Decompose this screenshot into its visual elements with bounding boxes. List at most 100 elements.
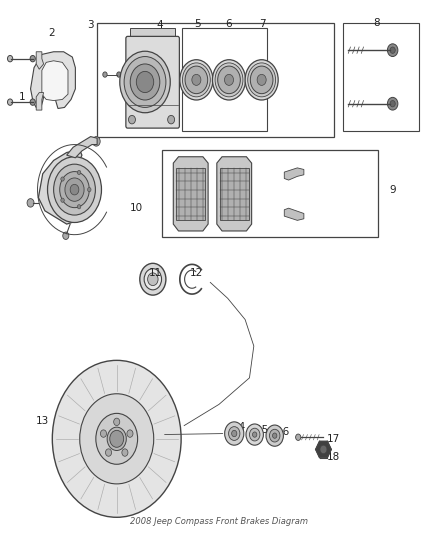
Circle shape (122, 449, 128, 456)
Circle shape (120, 51, 170, 113)
Circle shape (183, 63, 210, 97)
Circle shape (65, 178, 84, 201)
Circle shape (320, 445, 327, 454)
Circle shape (168, 115, 175, 124)
Circle shape (212, 60, 246, 100)
Polygon shape (36, 52, 44, 69)
Circle shape (130, 64, 160, 100)
Circle shape (60, 172, 89, 208)
Circle shape (80, 394, 154, 484)
Circle shape (63, 232, 69, 239)
Text: 18: 18 (326, 453, 339, 463)
Text: 2008 Jeep Compass Front Brakes Diagram: 2008 Jeep Compass Front Brakes Diagram (130, 516, 308, 526)
Circle shape (52, 360, 181, 518)
Text: 2: 2 (48, 28, 55, 38)
Circle shape (70, 184, 79, 195)
Polygon shape (284, 208, 304, 220)
Text: 16: 16 (277, 427, 290, 438)
Circle shape (30, 99, 35, 106)
Circle shape (246, 424, 263, 445)
Text: 6: 6 (226, 19, 232, 29)
Text: 11: 11 (149, 268, 162, 278)
Circle shape (127, 430, 133, 437)
Circle shape (107, 427, 126, 450)
Circle shape (47, 157, 102, 222)
Circle shape (266, 425, 283, 446)
Circle shape (114, 418, 120, 425)
Polygon shape (220, 168, 249, 220)
Polygon shape (39, 150, 82, 224)
Circle shape (27, 199, 34, 207)
FancyBboxPatch shape (126, 36, 180, 128)
Text: 13: 13 (36, 416, 49, 426)
Text: 12: 12 (190, 268, 203, 278)
Circle shape (192, 74, 201, 85)
Circle shape (296, 434, 301, 440)
Polygon shape (36, 93, 44, 110)
Polygon shape (31, 52, 75, 109)
Circle shape (53, 164, 95, 215)
Circle shape (148, 273, 158, 286)
Circle shape (185, 66, 208, 94)
Circle shape (61, 198, 64, 203)
Circle shape (117, 72, 121, 77)
Circle shape (225, 422, 244, 445)
Polygon shape (42, 61, 68, 101)
Polygon shape (173, 157, 208, 231)
Circle shape (388, 44, 398, 56)
Circle shape (128, 115, 135, 124)
Circle shape (110, 430, 124, 447)
Circle shape (253, 432, 257, 437)
Circle shape (218, 66, 240, 94)
Text: 4: 4 (157, 20, 163, 30)
Text: 9: 9 (390, 184, 396, 195)
Circle shape (30, 55, 35, 62)
Circle shape (388, 98, 398, 110)
Circle shape (7, 99, 13, 106)
Text: 10: 10 (130, 203, 143, 213)
Circle shape (215, 63, 243, 97)
Circle shape (96, 414, 138, 464)
Circle shape (106, 449, 112, 456)
Circle shape (390, 101, 395, 107)
Circle shape (103, 72, 107, 77)
Polygon shape (316, 441, 331, 458)
Text: 8: 8 (373, 18, 380, 28)
Circle shape (61, 177, 64, 181)
Circle shape (144, 269, 162, 290)
Circle shape (251, 66, 273, 94)
Circle shape (180, 60, 213, 100)
Circle shape (232, 430, 237, 437)
Circle shape (78, 205, 81, 209)
Circle shape (92, 136, 100, 146)
Text: 15: 15 (256, 425, 269, 435)
Text: 5: 5 (194, 19, 201, 29)
Circle shape (229, 426, 240, 440)
Circle shape (7, 55, 13, 62)
Circle shape (140, 263, 166, 295)
Circle shape (272, 433, 277, 438)
Circle shape (250, 428, 260, 441)
Circle shape (100, 430, 106, 437)
Circle shape (113, 433, 121, 444)
Text: 14: 14 (233, 422, 247, 432)
Polygon shape (177, 168, 205, 220)
Polygon shape (284, 168, 304, 180)
Circle shape (124, 56, 166, 108)
Polygon shape (67, 136, 97, 158)
Circle shape (269, 429, 280, 442)
Circle shape (78, 171, 81, 175)
Circle shape (257, 74, 266, 85)
Text: 17: 17 (326, 434, 339, 444)
Circle shape (245, 60, 278, 100)
Text: 7: 7 (259, 19, 266, 29)
Circle shape (225, 74, 233, 85)
Text: 3: 3 (87, 20, 94, 30)
Circle shape (136, 71, 154, 93)
Circle shape (88, 188, 91, 192)
Text: 1: 1 (19, 92, 25, 102)
FancyBboxPatch shape (130, 28, 176, 41)
Circle shape (390, 47, 395, 53)
Polygon shape (217, 157, 252, 231)
Circle shape (248, 63, 276, 97)
